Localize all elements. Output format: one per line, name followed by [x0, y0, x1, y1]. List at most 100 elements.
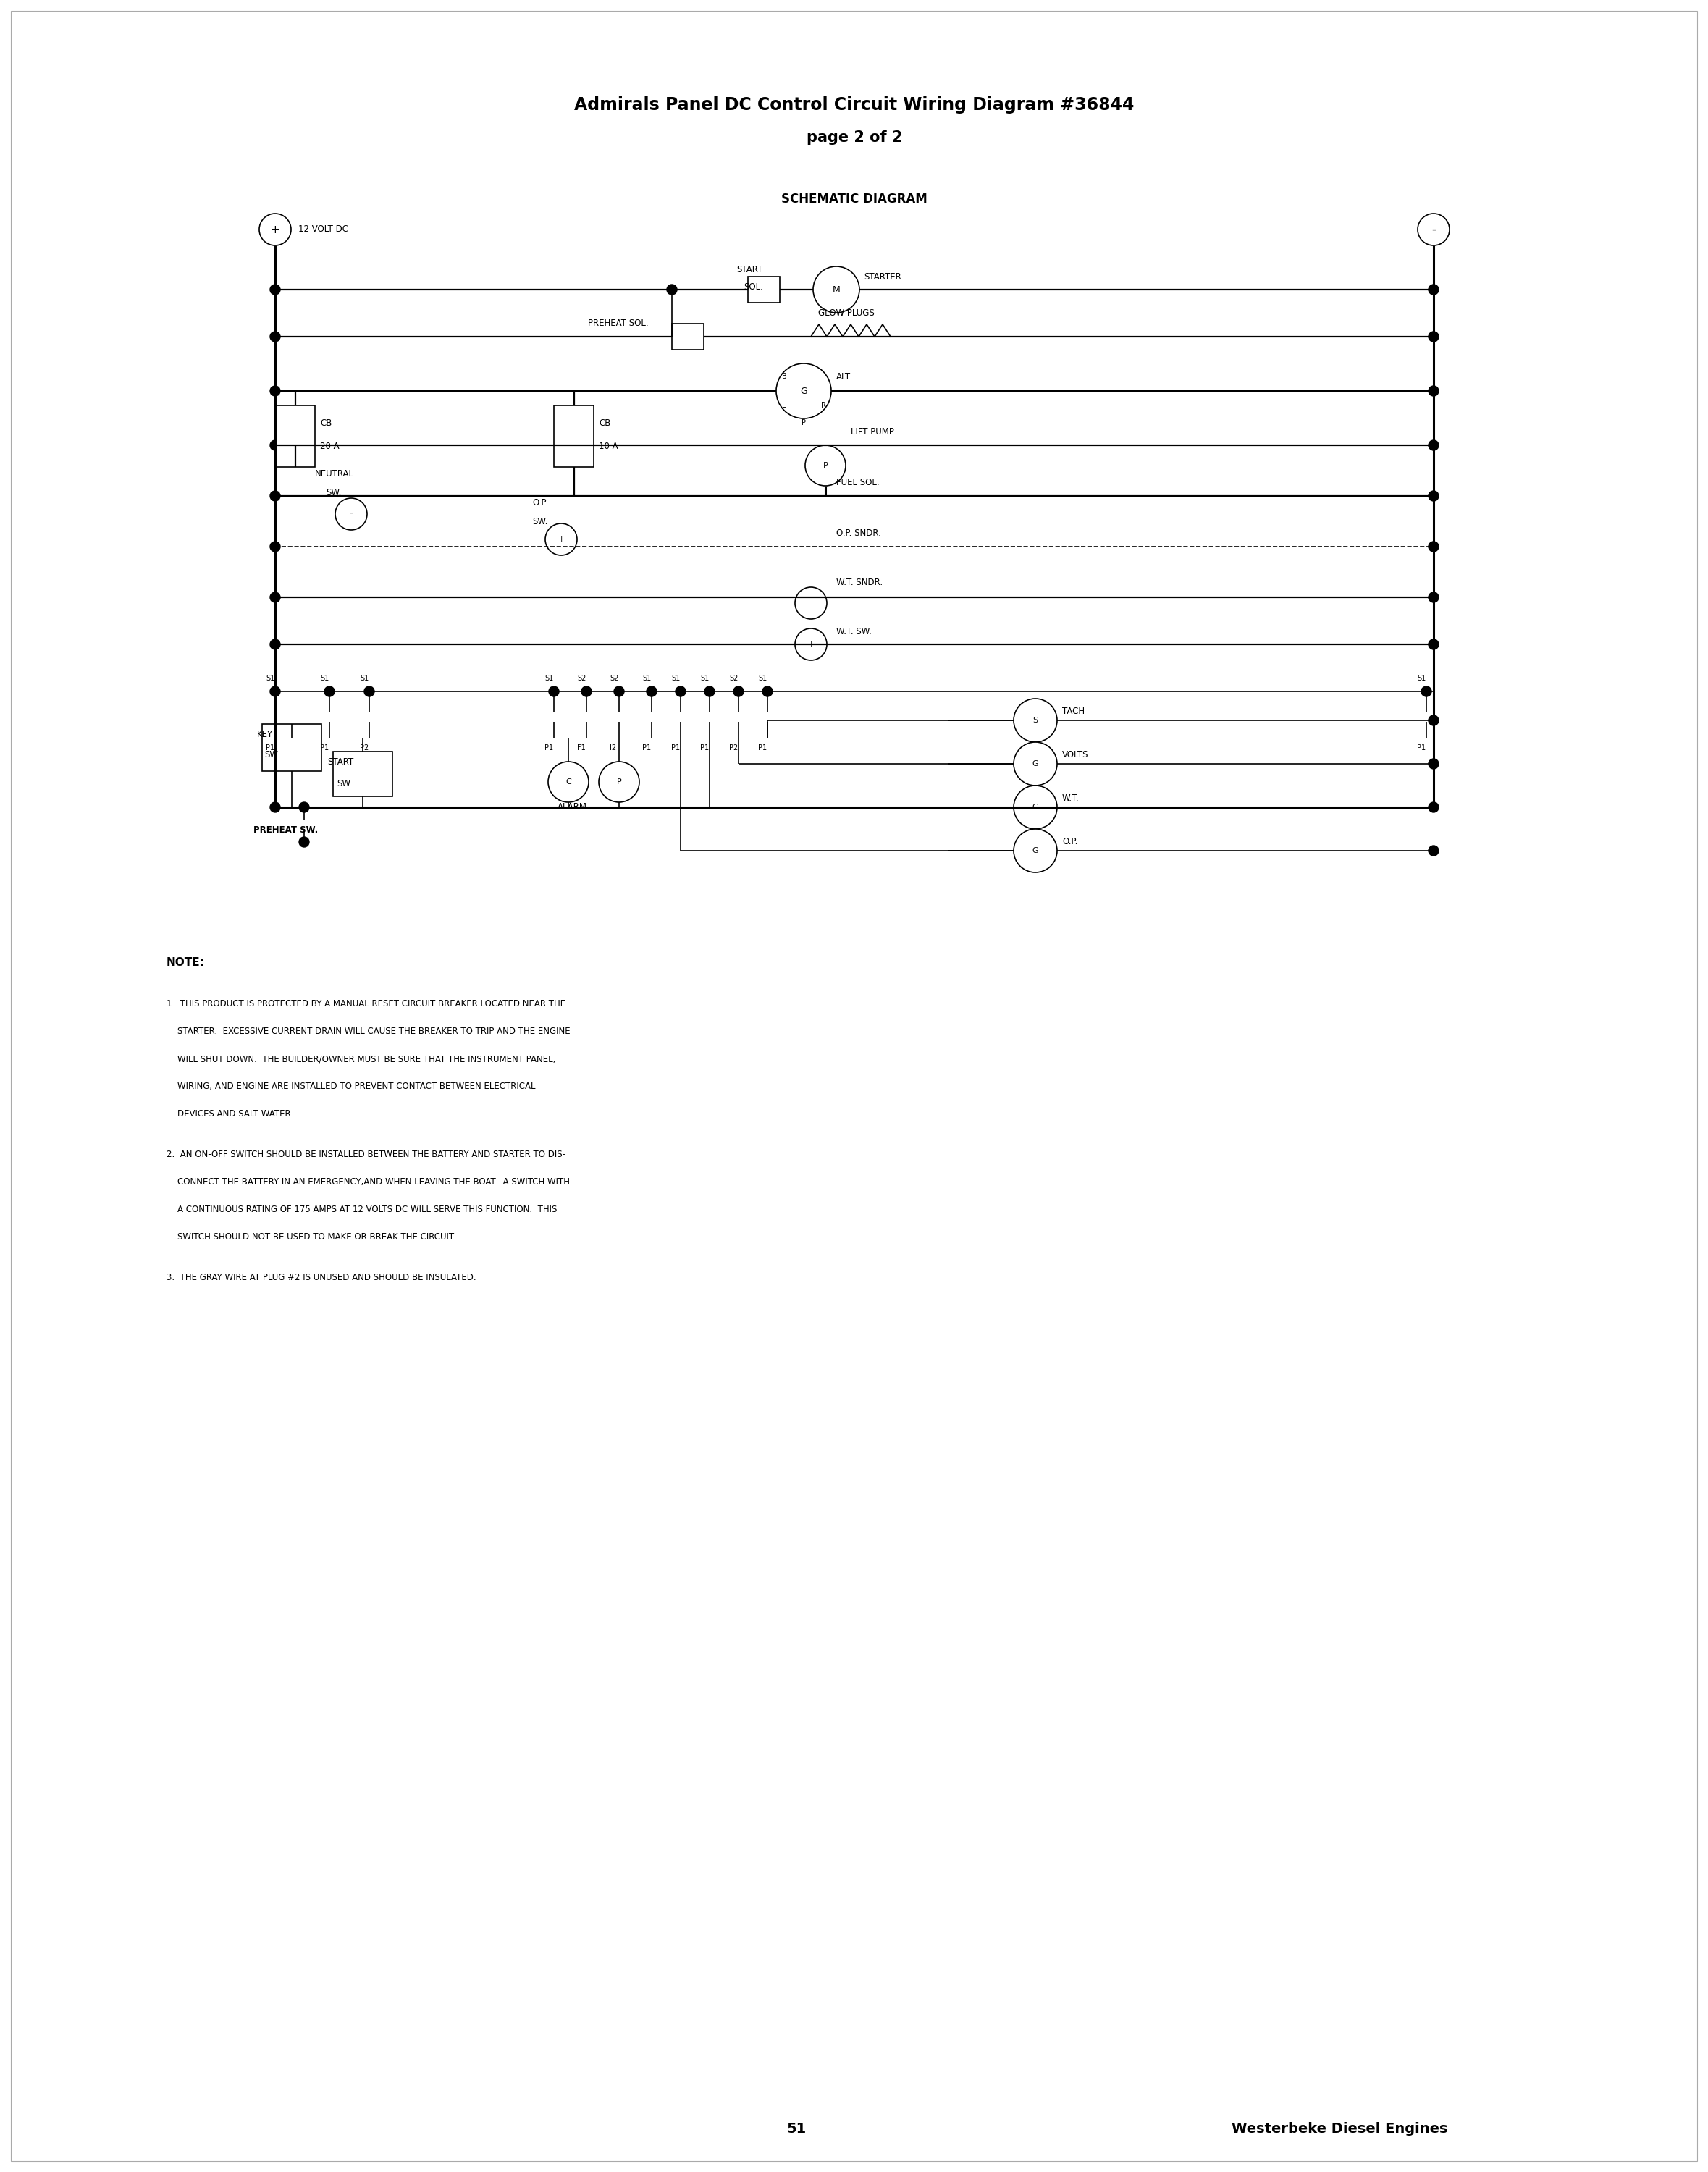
Bar — [553, 406, 594, 467]
Bar — [261, 723, 321, 771]
Text: +: + — [808, 641, 815, 647]
Circle shape — [1013, 786, 1057, 830]
Circle shape — [545, 523, 577, 556]
Text: P2: P2 — [360, 745, 369, 752]
Circle shape — [813, 267, 859, 313]
Circle shape — [270, 332, 280, 341]
Circle shape — [1428, 332, 1438, 341]
Text: GLOW PLUGS: GLOW PLUGS — [818, 308, 874, 319]
Circle shape — [364, 686, 374, 697]
Circle shape — [270, 541, 280, 552]
Text: VOLTS: VOLTS — [1062, 752, 1088, 760]
Circle shape — [775, 363, 832, 419]
Circle shape — [1428, 801, 1438, 812]
Text: S2: S2 — [610, 675, 618, 682]
Circle shape — [1418, 213, 1450, 245]
Text: 51: 51 — [787, 2122, 806, 2135]
Circle shape — [270, 285, 280, 295]
Text: STARTER: STARTER — [864, 272, 902, 282]
Circle shape — [794, 586, 827, 619]
Circle shape — [1428, 285, 1438, 295]
Circle shape — [548, 762, 589, 801]
Text: +: + — [270, 224, 280, 235]
Text: KEY: KEY — [256, 730, 273, 738]
Text: NOTE:: NOTE: — [166, 958, 205, 969]
Text: P1: P1 — [642, 745, 651, 752]
Text: SOL.: SOL. — [743, 282, 763, 291]
Text: S1: S1 — [266, 675, 275, 682]
Text: S1: S1 — [1418, 675, 1426, 682]
Circle shape — [270, 686, 280, 697]
Circle shape — [1428, 758, 1438, 769]
Text: W.T. SNDR.: W.T. SNDR. — [837, 578, 883, 589]
Text: 1.  THIS PRODUCT IS PROTECTED BY A MANUAL RESET CIRCUIT BREAKER LOCATED NEAR THE: 1. THIS PRODUCT IS PROTECTED BY A MANUAL… — [166, 999, 565, 1008]
Text: C: C — [565, 778, 570, 786]
Text: START: START — [736, 265, 762, 276]
Text: P1: P1 — [266, 745, 275, 752]
Text: P1: P1 — [700, 745, 709, 752]
Circle shape — [1428, 593, 1438, 602]
Text: 2.  AN ON-OFF SWITCH SHOULD BE INSTALLED BETWEEN THE BATTERY AND STARTER TO DIS-: 2. AN ON-OFF SWITCH SHOULD BE INSTALLED … — [166, 1149, 565, 1160]
Text: W.T.: W.T. — [1062, 793, 1079, 804]
Text: ALARM: ALARM — [557, 801, 588, 812]
Circle shape — [1428, 639, 1438, 649]
Text: P1: P1 — [758, 745, 767, 752]
Circle shape — [676, 686, 685, 697]
Text: M: M — [832, 285, 840, 295]
Circle shape — [1421, 686, 1431, 697]
Text: 10 A: 10 A — [600, 443, 618, 452]
Text: O.P.: O.P. — [1062, 838, 1078, 847]
Circle shape — [666, 285, 676, 295]
Text: +: + — [559, 536, 565, 543]
Text: W.T. SW.: W.T. SW. — [837, 626, 871, 636]
Circle shape — [733, 686, 743, 697]
Circle shape — [260, 213, 290, 245]
Text: -: - — [350, 508, 354, 519]
Circle shape — [762, 686, 772, 697]
Text: DEVICES AND SALT WATER.: DEVICES AND SALT WATER. — [166, 1110, 294, 1119]
Circle shape — [270, 387, 280, 395]
Circle shape — [299, 836, 309, 847]
Text: B: B — [782, 374, 787, 380]
Circle shape — [1013, 699, 1057, 743]
Circle shape — [581, 686, 591, 697]
Text: G: G — [799, 387, 808, 395]
Text: A CONTINUOUS RATING OF 175 AMPS AT 12 VOLTS DC WILL SERVE THIS FUNCTION.  THIS: A CONTINUOUS RATING OF 175 AMPS AT 12 VO… — [166, 1205, 557, 1214]
Text: TACH: TACH — [1062, 706, 1085, 717]
Circle shape — [1428, 441, 1438, 450]
Circle shape — [1428, 845, 1438, 856]
Text: WILL SHUT DOWN.  THE BUILDER/OWNER MUST BE SURE THAT THE INSTRUMENT PANEL,: WILL SHUT DOWN. THE BUILDER/OWNER MUST B… — [166, 1053, 555, 1064]
Text: NEUTRAL: NEUTRAL — [314, 469, 354, 480]
Text: O.P. SNDR.: O.P. SNDR. — [837, 530, 881, 539]
Circle shape — [270, 801, 280, 812]
Text: page 2 of 2: page 2 of 2 — [806, 130, 902, 146]
Text: S1: S1 — [642, 675, 651, 682]
Bar — [748, 276, 781, 302]
Text: S2: S2 — [729, 675, 738, 682]
Text: CB: CB — [600, 419, 611, 428]
Bar — [333, 752, 393, 797]
Text: PREHEAT SW.: PREHEAT SW. — [253, 825, 318, 836]
Circle shape — [270, 491, 280, 502]
Text: S1: S1 — [758, 675, 767, 682]
Bar — [671, 324, 704, 350]
Text: PREHEAT SOL.: PREHEAT SOL. — [588, 319, 649, 328]
Text: ALT: ALT — [837, 371, 851, 382]
Text: P: P — [823, 463, 828, 469]
Circle shape — [794, 628, 827, 660]
Text: S1: S1 — [671, 675, 680, 682]
Text: FUEL SOL.: FUEL SOL. — [837, 478, 880, 489]
Text: Westerbeke Diesel Engines: Westerbeke Diesel Engines — [1231, 2122, 1447, 2135]
Circle shape — [804, 445, 845, 487]
Text: S1: S1 — [545, 675, 553, 682]
Text: START: START — [328, 758, 354, 767]
Text: S2: S2 — [577, 675, 586, 682]
Text: SW.: SW. — [533, 517, 548, 526]
Text: P: P — [617, 778, 622, 786]
Circle shape — [1428, 715, 1438, 725]
Text: LIFT PUMP: LIFT PUMP — [851, 428, 893, 437]
Circle shape — [548, 686, 559, 697]
Circle shape — [270, 593, 280, 602]
Text: S1: S1 — [360, 675, 369, 682]
Circle shape — [270, 441, 280, 450]
